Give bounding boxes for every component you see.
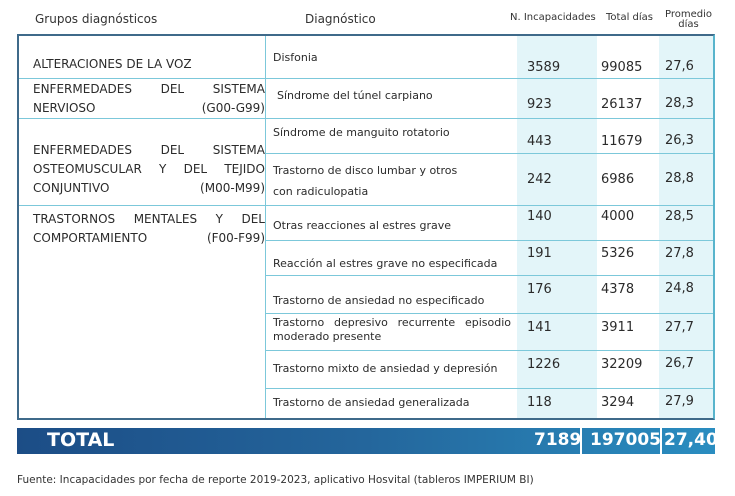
header-count: N. Incapacidades [510, 12, 596, 23]
data-table: ALTERACIONES DE LA VOZ ENFERMEDADES DEL … [17, 34, 715, 420]
header-avg-line2: días [678, 19, 699, 30]
group-label: TRASTORNOS MENTALES Y DEL COMPORTAMIENTO… [33, 212, 265, 245]
count-cell: 176 [527, 282, 552, 297]
diagnosis-cell: Otras reacciones al estres grave [273, 219, 452, 232]
count-column-shade [517, 36, 597, 418]
avg-cell: 28,3 [665, 96, 694, 111]
row-divider [265, 388, 713, 389]
header-avg-line1: Promedio [665, 9, 713, 20]
diagnosis-cell: Síndrome del túnel carpiano [277, 89, 433, 102]
total-days-cell: 32209 [601, 357, 643, 372]
count-cell: 118 [527, 395, 552, 410]
count-cell: 141 [527, 320, 552, 335]
total-days-cell: 3911 [601, 320, 635, 335]
total-days: 197005 [590, 430, 661, 450]
total-days-cell: 6986 [601, 172, 635, 187]
avg-cell: 28,5 [665, 209, 694, 224]
total-avg: 27,40 [664, 430, 718, 450]
total-bar: TOTAL 7189 197005 27,40 [17, 428, 718, 454]
total-days-cell: 4378 [601, 282, 635, 297]
diagnosis-cell: Síndrome de manguito rotatorio [273, 126, 450, 139]
col-divider [265, 36, 266, 418]
header-group: Grupos diagnósticos [35, 12, 158, 26]
avg-column-shade [659, 36, 713, 418]
avg-cell: 27,8 [665, 246, 694, 261]
count-cell: 1226 [527, 357, 561, 372]
diagnosis-cell: Disfonia [273, 51, 318, 64]
total-days-cell: 4000 [601, 209, 635, 224]
diagnosis-cell: Trastorno mixto de ansiedad y depresión [273, 362, 498, 375]
avg-cell: 27,7 [665, 320, 694, 335]
total-label: TOTAL [47, 429, 115, 451]
total-divider [660, 428, 662, 454]
avg-cell: 24,8 [665, 281, 694, 296]
count-cell: 140 [527, 209, 552, 224]
diagnosis-cell: Trastorno de disco lumbar y otros con ra… [273, 164, 458, 198]
header-total-days: Total días [606, 12, 653, 23]
count-cell: 242 [527, 172, 552, 187]
avg-cell: 26,7 [665, 356, 694, 371]
source-note: Fuente: Incapacidades por fecha de repor… [17, 474, 534, 486]
avg-cell: 27,6 [665, 59, 694, 74]
total-days-cell: 11679 [601, 134, 643, 149]
count-cell: 191 [527, 246, 552, 261]
group-label: ENFERMEDADES DEL SISTEMA NERVIOSO (G00-G… [33, 82, 265, 115]
count-cell: 443 [527, 134, 552, 149]
avg-cell: 26,3 [665, 133, 694, 148]
row-divider [19, 78, 713, 79]
row-divider [19, 205, 713, 206]
count-cell: 3589 [527, 60, 561, 75]
diagnosis-cell: Trastorno de ansiedad generalizada [273, 396, 470, 409]
diagnosis-cell: Reacción al estres grave no especificada [273, 257, 498, 270]
header-avg-days: Promedio días [665, 10, 712, 30]
group-label: ALTERACIONES DE LA VOZ [33, 57, 192, 71]
total-days-cell: 3294 [601, 395, 635, 410]
header-diagnosis: Diagnóstico [305, 12, 376, 26]
diagnosis-cell: Trastorno depresivo recurrente episodio … [273, 316, 511, 343]
avg-cell: 27,9 [665, 394, 694, 409]
diagnosis-cell: Trastorno de ansiedad no especificado [273, 294, 485, 307]
total-days-cell: 99085 [601, 60, 643, 75]
total-count: 7189 [534, 430, 582, 450]
avg-cell: 28,8 [665, 171, 694, 186]
row-divider [265, 240, 713, 241]
row-divider [265, 275, 713, 276]
count-cell: 923 [527, 97, 552, 112]
group-label: ENFERMEDADES DEL SISTEMA OSTEOMUSCULAR Y… [33, 143, 265, 195]
total-days-cell: 5326 [601, 246, 635, 261]
row-divider [265, 313, 713, 314]
row-divider [19, 118, 713, 119]
total-divider [580, 428, 582, 454]
row-divider [265, 350, 713, 351]
total-days-cell: 26137 [601, 97, 643, 112]
row-divider [265, 153, 713, 154]
